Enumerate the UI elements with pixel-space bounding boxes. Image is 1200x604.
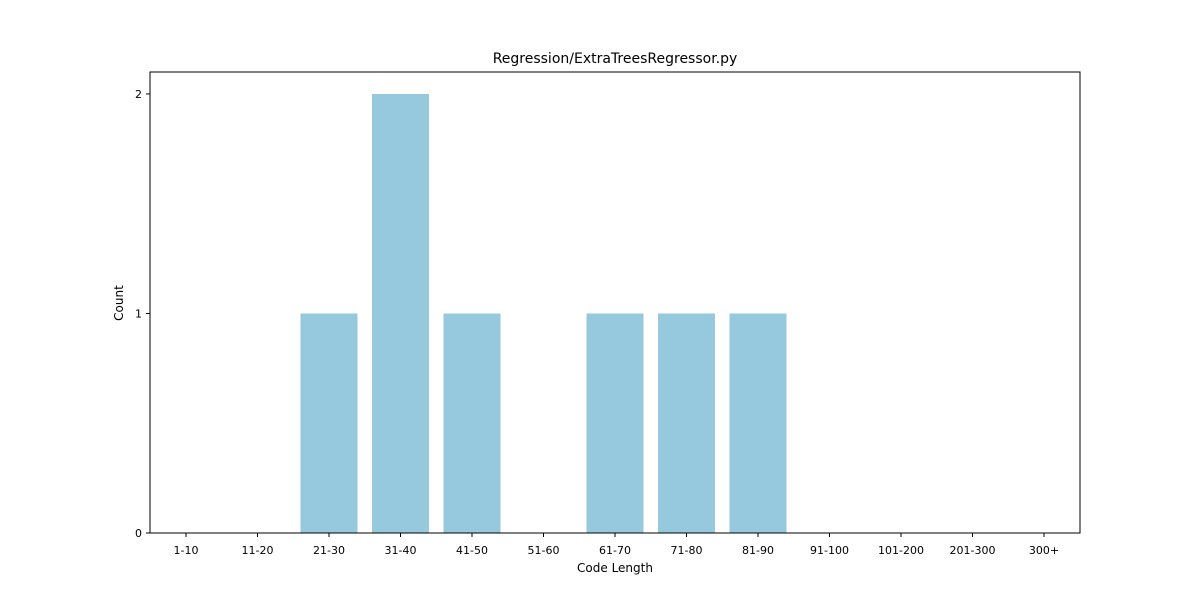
x-tick-label: 71-80 [671,544,703,557]
x-tick-label: 81-90 [742,544,774,557]
bar-31-40 [372,94,429,533]
y-tick-label: 0 [135,527,142,540]
y-axis-label: Count [112,285,126,321]
bar-41-50 [443,313,501,533]
x-axis-ticks: 1-10 11-20 21-30 31-40 41-50 51-60 61-70 71-80 8… [174,533,1059,557]
x-tick-label: 31-40 [385,544,417,557]
bar-61-70 [586,313,644,533]
plot-area-frame [149,71,1081,534]
x-tick-label: 11-20 [242,544,274,557]
y-axis-ticks: 0 1 2 [135,88,150,540]
x-tick-label: 61-70 [599,544,631,557]
x-tick-label: 101-200 [878,544,924,557]
bar-81-90 [729,313,787,533]
bar-21-30 [300,313,358,533]
x-tick-label: 1-10 [174,544,199,557]
x-tick-label: 51-60 [528,544,560,557]
x-axis-label: Code Length [577,561,653,575]
x-tick-label: 91-100 [810,544,849,557]
x-tick-label: 41-50 [456,544,488,557]
x-tick-label: 300+ [1029,544,1059,557]
bar-71-80 [658,313,715,533]
x-tick-label: 201-300 [950,544,996,557]
y-tick-label: 2 [135,88,142,101]
chart-title: Regression/ExtraTreesRegressor.py [493,51,738,67]
bars-layer [300,94,787,533]
x-tick-label: 21-30 [313,544,345,557]
y-tick-label: 1 [135,307,142,320]
